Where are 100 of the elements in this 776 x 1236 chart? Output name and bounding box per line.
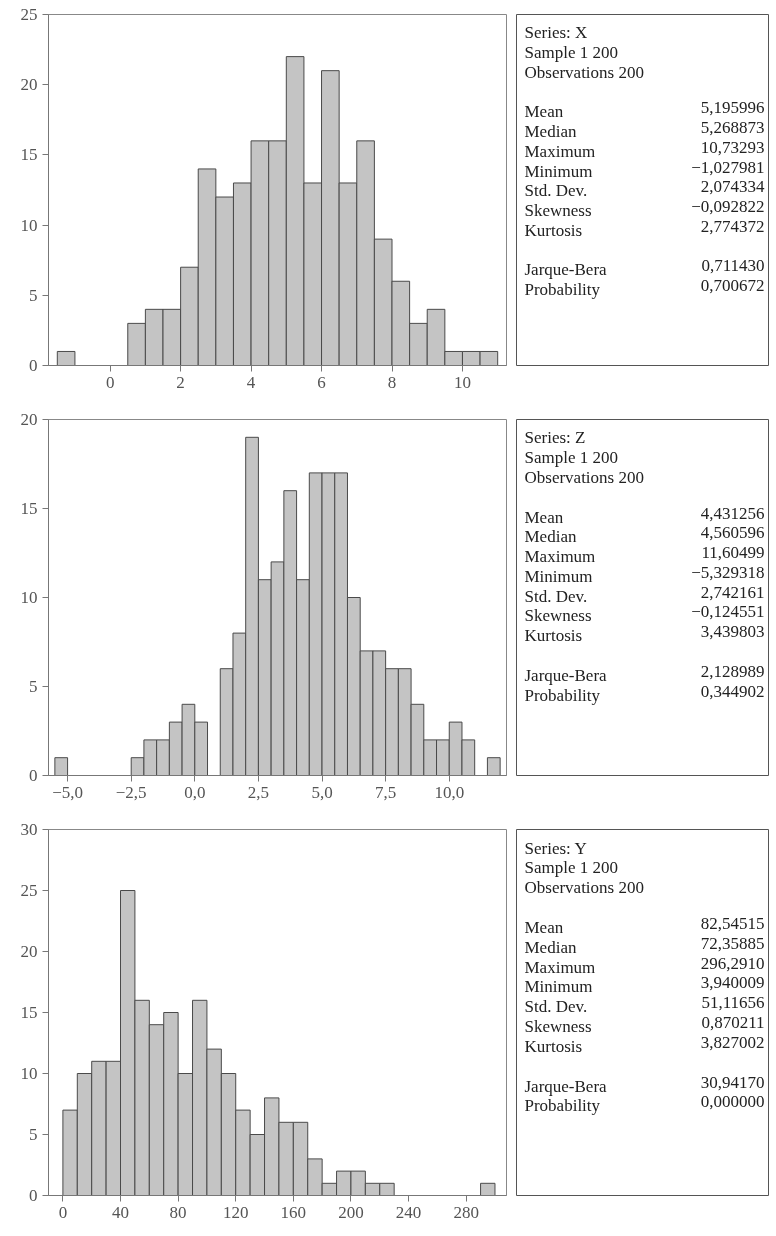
x-tick-label: 80 xyxy=(169,1202,187,1222)
category-label: Minimum xyxy=(524,566,593,586)
x-tick-label: 200 xyxy=(338,1202,364,1222)
text: 3,439803 xyxy=(700,622,765,642)
y-tick-label: 25 xyxy=(20,5,38,24)
text: 4,560596 xyxy=(700,523,765,543)
x-tick-label: 0,0 xyxy=(184,782,206,802)
category-label: Median xyxy=(524,937,577,957)
text: 0,700672 xyxy=(700,276,765,296)
text: 3,827002 xyxy=(700,1032,765,1052)
x-tick-label: 10 xyxy=(453,372,471,392)
y-tick-label: 5 xyxy=(29,677,38,696)
text: −0,092822 xyxy=(691,197,765,217)
text: 5,268873 xyxy=(700,118,765,138)
text: Observations 200 xyxy=(524,468,644,488)
x-tick-label: 280 xyxy=(453,1202,479,1222)
text: 2,128989 xyxy=(700,661,765,681)
y-tick-label: 25 xyxy=(20,881,38,900)
text: Sample 1 200 xyxy=(524,43,618,63)
x-tick-label: 0 xyxy=(105,372,115,392)
text: 10,73293 xyxy=(700,137,765,157)
x-tick-label: 5,0 xyxy=(311,782,333,802)
x-tick-label: 160 xyxy=(280,1202,307,1222)
text: 0,711430 xyxy=(701,256,765,276)
text: 51,11656 xyxy=(701,993,765,1013)
text: 82,54515 xyxy=(700,913,765,933)
y-tick-label: 20 xyxy=(20,942,38,961)
category-label: Maximum xyxy=(524,141,596,161)
y-tick-label: 15 xyxy=(20,499,38,518)
text: 3,940009 xyxy=(700,973,765,993)
x-tick-label: 7,5 xyxy=(375,782,397,802)
text: 30,94170 xyxy=(700,1072,765,1092)
category-label: Jarque-Bera xyxy=(524,1076,608,1096)
x-tick-label: 240 xyxy=(395,1202,422,1222)
y-tick-label: 15 xyxy=(20,1003,38,1022)
text: 5,195996 xyxy=(700,98,765,118)
category-label: Skewness xyxy=(524,606,592,626)
text: −5,329318 xyxy=(691,562,765,582)
y-tick-label: 0 xyxy=(29,356,38,375)
text: 2,074334 xyxy=(700,177,765,197)
category-label: Jarque-Bera xyxy=(524,665,608,685)
x-tick-label: 2,5 xyxy=(247,782,270,802)
text: Series: X xyxy=(524,23,588,43)
text: 2,774372 xyxy=(700,216,765,236)
text: 0,870211 xyxy=(701,1013,765,1033)
category-label: Maximum xyxy=(524,957,596,977)
y-tick-label: 20 xyxy=(20,75,38,95)
text: 4,431256 xyxy=(700,503,765,523)
category-label: Maximum xyxy=(524,547,596,567)
text: 2,742161 xyxy=(700,582,765,602)
y-tick-label: 0 xyxy=(29,1186,38,1205)
text: 0,000000 xyxy=(700,1092,765,1112)
x-tick-label: 8 xyxy=(387,372,397,392)
y-tick-label: 0 xyxy=(29,766,38,785)
y-tick-label: 30 xyxy=(20,820,38,839)
text: 11,60499 xyxy=(701,543,765,563)
x-tick-label: 40 xyxy=(112,1202,130,1222)
category-label: Mean xyxy=(524,102,564,122)
text: 72,35885 xyxy=(700,933,765,953)
text: Observations 200 xyxy=(524,878,644,898)
x-tick-label: −2,5 xyxy=(115,782,147,802)
text: Observations 200 xyxy=(524,62,644,82)
text: −0,124551 xyxy=(691,602,765,622)
y-tick-label: 5 xyxy=(29,285,38,305)
text: Series: Y xyxy=(524,838,587,858)
category-label: Kurtosis xyxy=(524,220,583,240)
y-tick-label: 15 xyxy=(20,145,38,165)
category-label: Minimum xyxy=(524,161,593,181)
x-tick-label: 4 xyxy=(246,372,256,392)
category-label: Probability xyxy=(524,1096,601,1116)
text: Sample 1 200 xyxy=(524,858,618,878)
y-tick-label: 10 xyxy=(20,1064,38,1083)
x-tick-label: 6 xyxy=(317,372,326,392)
y-tick-label: 10 xyxy=(20,588,38,607)
y-tick-label: 10 xyxy=(20,215,38,235)
text: Sample 1 200 xyxy=(524,448,618,468)
category-label: Std. Dev. xyxy=(524,997,588,1017)
x-tick-label: 10,0 xyxy=(434,782,465,802)
category-label: Mean xyxy=(524,917,564,937)
category-label: Median xyxy=(524,527,577,547)
category-label: Skewness xyxy=(524,201,592,221)
category-label: Std. Dev. xyxy=(524,181,588,201)
x-tick-label: −5,0 xyxy=(52,782,84,802)
y-tick-label: 20 xyxy=(20,410,38,429)
category-label: Probability xyxy=(524,280,601,300)
category-label: Minimum xyxy=(524,977,593,997)
category-label: Jarque-Bera xyxy=(524,260,608,280)
y-tick-label: 5 xyxy=(29,1125,38,1144)
x-tick-label: 120 xyxy=(222,1202,249,1222)
category-label: Probability xyxy=(524,685,601,705)
text: 296,2910 xyxy=(700,953,765,973)
text: −1,027981 xyxy=(691,157,765,177)
category-label: Mean xyxy=(524,507,564,527)
category-label: Median xyxy=(524,122,577,142)
category-label: Skewness xyxy=(524,1017,592,1037)
x-tick-label: 2 xyxy=(176,372,185,392)
category-label: Kurtosis xyxy=(524,1036,583,1056)
text: Series: Z xyxy=(524,428,586,448)
category-label: Std. Dev. xyxy=(524,586,588,606)
category-label: Kurtosis xyxy=(524,626,583,646)
